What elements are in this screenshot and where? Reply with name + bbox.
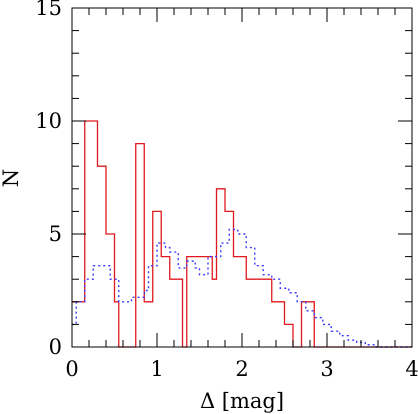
x-tick-label: 4: [405, 357, 418, 381]
series-dotted-histogram: [72, 228, 412, 348]
y-axis-title: N: [0, 169, 23, 187]
ticks-layer: [71, 7, 413, 348]
y-tick-label: 10: [35, 109, 62, 133]
x-tick-label: 1: [150, 357, 163, 381]
labels-layer: 0 1 2 3 4 0 5 10 15: [35, 0, 418, 381]
x-tick-label: 0: [65, 357, 78, 381]
plot-frame: [71, 7, 413, 348]
series-layer: [72, 120, 412, 348]
y-tick-label: 0: [49, 335, 62, 359]
x-tick-label: 2: [235, 357, 248, 381]
y-tick-label: 5: [49, 222, 62, 246]
y-tick-label: 15: [35, 0, 62, 20]
series-solid-histogram: [72, 120, 412, 348]
x-tick-label: 3: [320, 357, 333, 381]
x-axis-title: Δ [mag]: [200, 389, 284, 413]
